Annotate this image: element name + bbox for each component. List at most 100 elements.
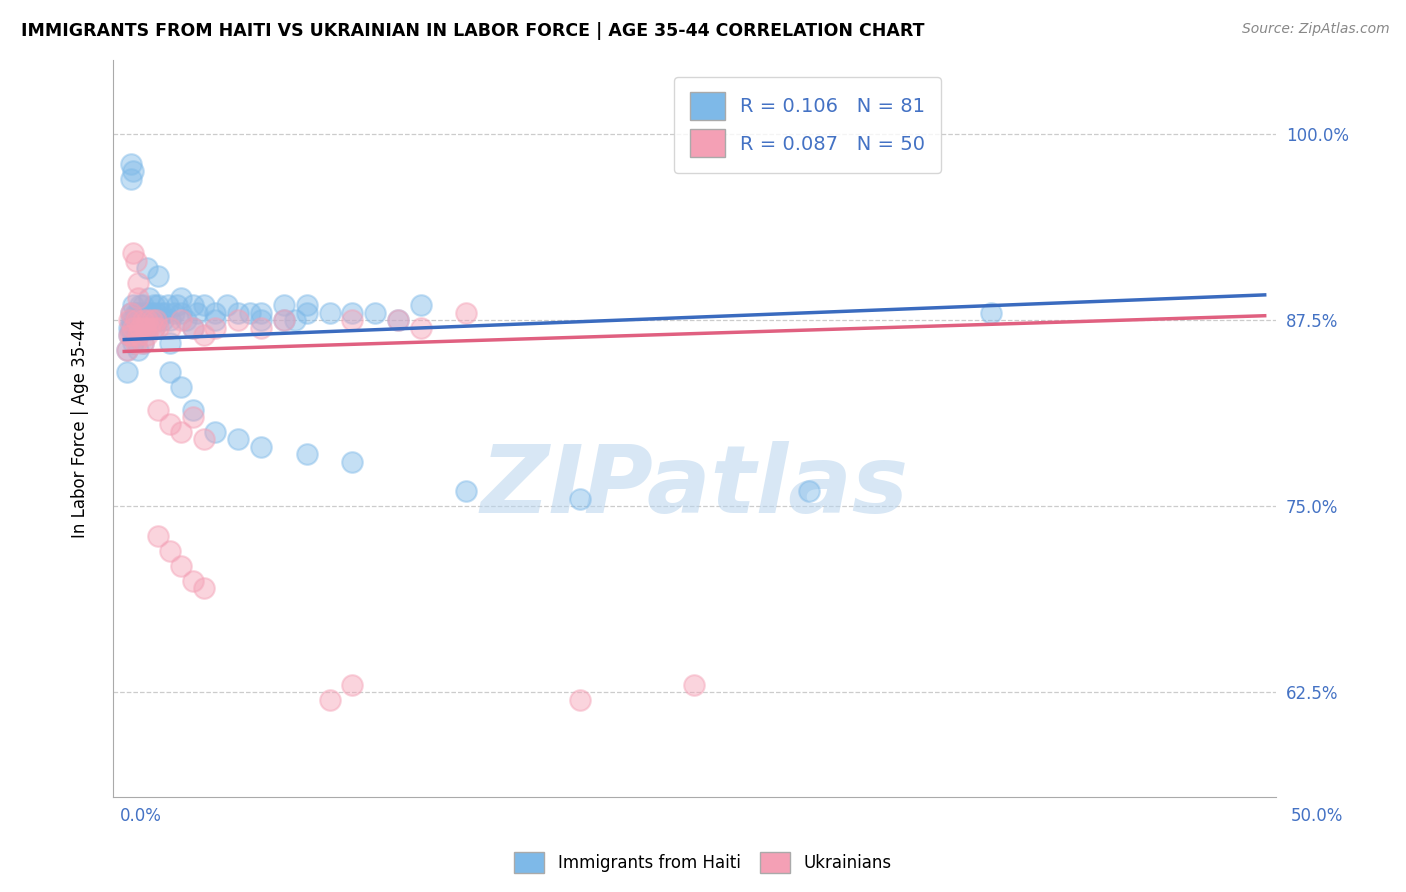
Point xyxy=(138,320,160,334)
Point xyxy=(980,306,1002,320)
Point xyxy=(131,298,153,312)
Point xyxy=(683,678,706,692)
Point xyxy=(174,313,197,327)
Point xyxy=(159,417,181,432)
Point xyxy=(166,298,188,312)
Point xyxy=(148,268,170,283)
Point xyxy=(127,306,149,320)
Point xyxy=(142,298,165,312)
Point xyxy=(409,298,432,312)
Point xyxy=(124,313,146,327)
Point xyxy=(136,320,159,334)
Point xyxy=(569,491,592,506)
Point xyxy=(226,306,249,320)
Point xyxy=(134,320,156,334)
Point xyxy=(122,298,145,312)
Point xyxy=(170,306,193,320)
Point xyxy=(136,261,159,276)
Point xyxy=(273,313,295,327)
Legend: R = 0.106   N = 81, R = 0.087   N = 50: R = 0.106 N = 81, R = 0.087 N = 50 xyxy=(673,77,941,172)
Point xyxy=(120,157,142,171)
Point xyxy=(145,313,167,327)
Point xyxy=(181,298,204,312)
Point xyxy=(250,440,273,454)
Point xyxy=(127,328,149,343)
Point xyxy=(204,320,226,334)
Point xyxy=(250,313,273,327)
Point xyxy=(124,335,146,350)
Point xyxy=(120,328,142,343)
Point xyxy=(141,313,163,327)
Point xyxy=(120,306,142,320)
Point xyxy=(318,693,340,707)
Legend: Immigrants from Haiti, Ukrainians: Immigrants from Haiti, Ukrainians xyxy=(508,846,898,880)
Point xyxy=(118,328,141,343)
Point xyxy=(127,328,149,343)
Point xyxy=(250,320,273,334)
Point xyxy=(148,402,170,417)
Point xyxy=(204,306,226,320)
Point xyxy=(122,164,145,178)
Point xyxy=(409,320,432,334)
Point xyxy=(124,306,146,320)
Point xyxy=(159,365,181,379)
Point xyxy=(118,320,141,334)
Point xyxy=(181,409,204,424)
Point xyxy=(204,425,226,439)
Text: 50.0%: 50.0% xyxy=(1291,807,1343,825)
Text: 0.0%: 0.0% xyxy=(120,807,162,825)
Point xyxy=(170,313,193,327)
Point xyxy=(284,313,307,327)
Point xyxy=(215,298,238,312)
Point xyxy=(159,313,181,327)
Point xyxy=(387,313,409,327)
Point xyxy=(124,253,146,268)
Point xyxy=(131,313,153,327)
Point xyxy=(127,291,149,305)
Y-axis label: In Labor Force | Age 35-44: In Labor Force | Age 35-44 xyxy=(72,318,89,538)
Point xyxy=(152,313,174,327)
Point xyxy=(239,306,262,320)
Point xyxy=(342,306,364,320)
Point xyxy=(148,529,170,543)
Text: IMMIGRANTS FROM HAITI VS UKRAINIAN IN LABOR FORCE | AGE 35-44 CORRELATION CHART: IMMIGRANTS FROM HAITI VS UKRAINIAN IN LA… xyxy=(21,22,925,40)
Point xyxy=(115,365,138,379)
Point xyxy=(142,320,165,334)
Point xyxy=(142,320,165,334)
Text: Source: ZipAtlas.com: Source: ZipAtlas.com xyxy=(1241,22,1389,37)
Point xyxy=(295,447,318,461)
Point xyxy=(569,693,592,707)
Point xyxy=(193,298,215,312)
Point xyxy=(136,306,159,320)
Point xyxy=(156,298,179,312)
Point xyxy=(129,320,152,334)
Point xyxy=(120,171,142,186)
Point xyxy=(148,298,170,312)
Point xyxy=(122,313,145,327)
Text: ZIPatlas: ZIPatlas xyxy=(481,442,908,533)
Point xyxy=(134,306,156,320)
Point xyxy=(204,313,226,327)
Point xyxy=(181,320,204,334)
Point xyxy=(138,291,160,305)
Point xyxy=(273,298,295,312)
Point xyxy=(342,313,364,327)
Point xyxy=(122,335,145,350)
Point xyxy=(129,298,152,312)
Point xyxy=(120,306,142,320)
Point xyxy=(226,313,249,327)
Point xyxy=(387,313,409,327)
Point xyxy=(318,306,340,320)
Point xyxy=(155,306,177,320)
Point xyxy=(131,335,153,350)
Point xyxy=(120,320,142,334)
Point xyxy=(149,306,172,320)
Point xyxy=(129,320,152,334)
Point xyxy=(181,320,204,334)
Point xyxy=(148,313,170,327)
Point xyxy=(181,574,204,588)
Point xyxy=(193,433,215,447)
Point xyxy=(170,380,193,394)
Point xyxy=(193,581,215,595)
Point xyxy=(127,276,149,290)
